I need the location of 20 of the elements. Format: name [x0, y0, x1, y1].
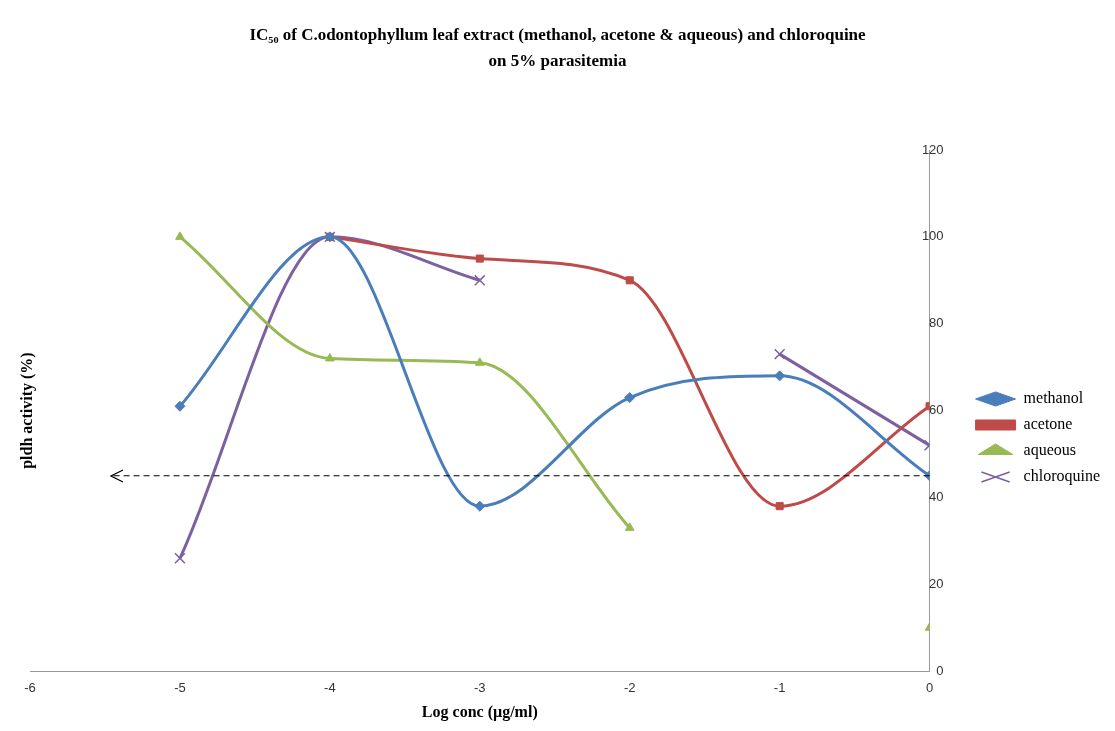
y-tick-label: 80 [929, 315, 944, 331]
legend-label: chloroquine [1023, 467, 1100, 486]
y-tick-label: 0 [936, 662, 944, 678]
y-tick-label: 40 [929, 489, 944, 505]
x-tick-label: -1 [773, 679, 786, 695]
chart-title: IC₅₀ of C.odontophyllum leaf extract (methanol, acetone & aqueous) and chloroquine on 5% parasitemia [248, 24, 867, 72]
x-tick-label: -6 [24, 679, 36, 695]
x-tick-label: -2 [623, 679, 636, 695]
y-tick-label: 120 [921, 141, 944, 157]
y-tick-label: 60 [929, 402, 944, 418]
y-axis-title: pldh activity (%) [18, 352, 36, 469]
y-tick-label: 20 [929, 575, 944, 591]
legend-label: methanol [1023, 389, 1084, 407]
y-tick-label: 100 [921, 228, 944, 244]
legend-label: acetone [1023, 415, 1073, 433]
x-tick-label: -4 [324, 679, 336, 695]
x-tick-label: -5 [174, 679, 186, 695]
x-axis-title: Log conc (µg/ml) [421, 702, 538, 721]
x-tick-label: -3 [474, 679, 486, 695]
legend-label: aqueous [1023, 441, 1077, 460]
